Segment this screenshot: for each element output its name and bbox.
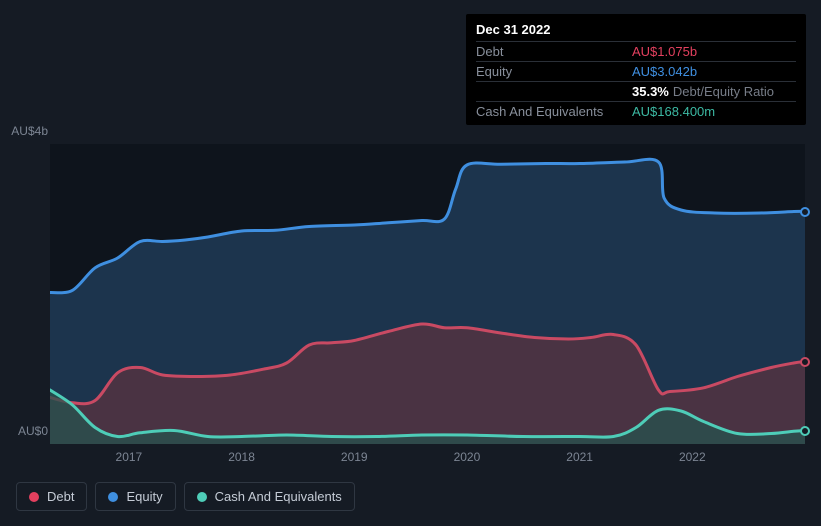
tooltip-value: AU$3.042b — [632, 64, 697, 79]
tooltip-row: 35.3%Debt/Equity Ratio — [476, 81, 796, 101]
tooltip-value-suffix: Debt/Equity Ratio — [673, 84, 774, 99]
tooltip-value: 35.3%Debt/Equity Ratio — [632, 84, 774, 99]
tooltip-label: Equity — [476, 64, 616, 79]
chart-legend: Debt Equity Cash And Equivalents — [16, 482, 355, 511]
chart-plot-area[interactable] — [50, 144, 805, 444]
x-axis-tick: 2020 — [437, 450, 497, 464]
legend-swatch-icon — [29, 492, 39, 502]
tooltip-value: AU$168.400m — [632, 104, 715, 119]
legend-item-debt[interactable]: Debt — [16, 482, 87, 511]
legend-swatch-icon — [197, 492, 207, 502]
x-axis-tick: 2017 — [99, 450, 159, 464]
tooltip-value: AU$1.075b — [632, 44, 697, 59]
x-axis-tick: 2019 — [324, 450, 384, 464]
legend-item-cash[interactable]: Cash And Equivalents — [184, 482, 355, 511]
x-axis: 2017 2018 2019 2020 2021 2022 — [50, 450, 805, 470]
tooltip-row: Cash And Equivalents AU$168.400m — [476, 101, 796, 121]
series-end-marker-debt — [800, 357, 810, 367]
series-end-marker-equity — [800, 207, 810, 217]
legend-item-equity[interactable]: Equity — [95, 482, 175, 511]
debt-equity-chart: AU$4b AU$0 201720182019202020212022 — [16, 122, 805, 482]
tooltip-row: Debt AU$1.075b — [476, 41, 796, 61]
tooltip-label — [476, 84, 616, 99]
legend-label: Equity — [126, 489, 162, 504]
legend-swatch-icon — [108, 492, 118, 502]
chart-tooltip: Dec 31 2022 Debt AU$1.075b Equity AU$3.042b… — [466, 14, 806, 125]
x-axis-tick: 2022 — [662, 450, 722, 464]
y-axis-max-label: AU$4b — [4, 124, 48, 138]
tooltip-date: Dec 31 2022 — [476, 20, 796, 41]
x-axis-tick: 2018 — [212, 450, 272, 464]
x-axis-tick: 2021 — [550, 450, 610, 464]
tooltip-row: Equity AU$3.042b — [476, 61, 796, 81]
legend-label: Cash And Equivalents — [215, 489, 342, 504]
y-axis-min-label: AU$0 — [4, 424, 48, 438]
series-end-marker-cash — [800, 426, 810, 436]
legend-label: Debt — [47, 489, 74, 504]
tooltip-label: Cash And Equivalents — [476, 104, 616, 119]
tooltip-label: Debt — [476, 44, 616, 59]
